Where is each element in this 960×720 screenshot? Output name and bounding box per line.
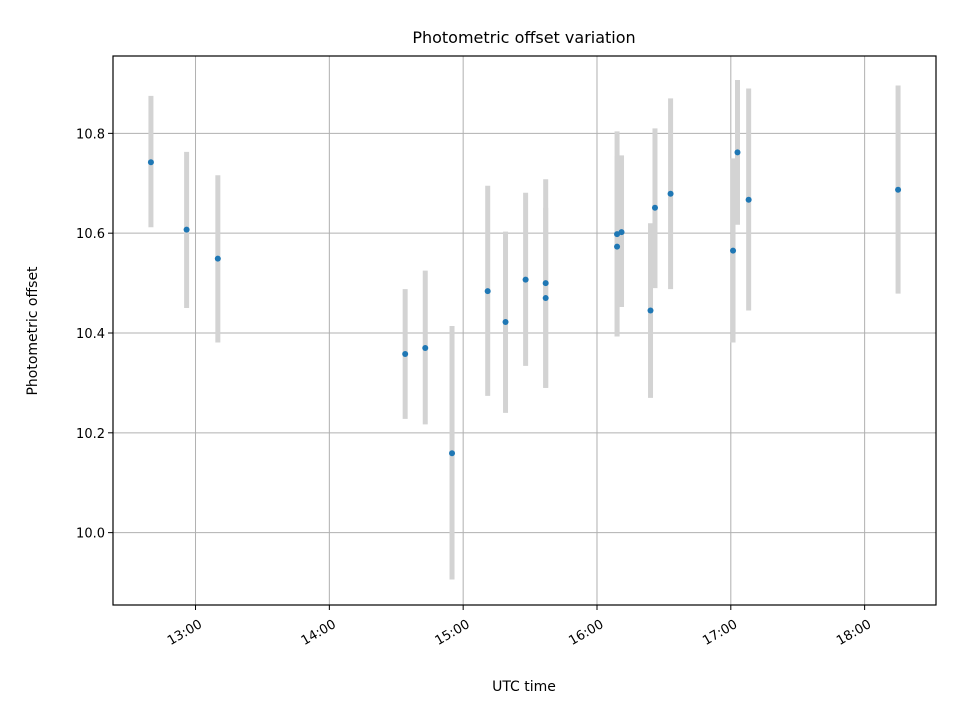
- data-point: [734, 149, 741, 156]
- data-point: [647, 307, 654, 314]
- y-tick-label: 10.0: [76, 527, 105, 542]
- data-point: [614, 243, 621, 250]
- y-axis-label: Photometric offset: [25, 266, 41, 396]
- plot-frame: [112, 55, 937, 606]
- data-points: [147, 149, 902, 457]
- y-tick-label: 10.8: [76, 127, 105, 142]
- data-point: [402, 350, 409, 357]
- data-point: [522, 276, 529, 283]
- data-point: [449, 450, 456, 457]
- data-point: [484, 288, 491, 295]
- x-axis-label: UTC time: [492, 679, 556, 695]
- y-tick-label: 10.4: [76, 327, 105, 342]
- data-point: [651, 204, 658, 211]
- data-point: [614, 231, 621, 238]
- data-point: [745, 196, 752, 203]
- data-point: [183, 226, 190, 233]
- chart-title: Photometric offset variation: [412, 28, 635, 47]
- data-point: [730, 247, 737, 254]
- data-point: [667, 190, 674, 197]
- data-point: [422, 344, 429, 351]
- data-point: [147, 159, 154, 166]
- data-point: [542, 280, 549, 287]
- data-point: [214, 255, 221, 262]
- data-point: [542, 295, 549, 302]
- data-point: [502, 319, 509, 326]
- y-tick-label: 10.2: [76, 427, 105, 442]
- data-point: [618, 229, 625, 236]
- data-point: [895, 186, 902, 193]
- y-tick-label: 10.6: [76, 227, 105, 242]
